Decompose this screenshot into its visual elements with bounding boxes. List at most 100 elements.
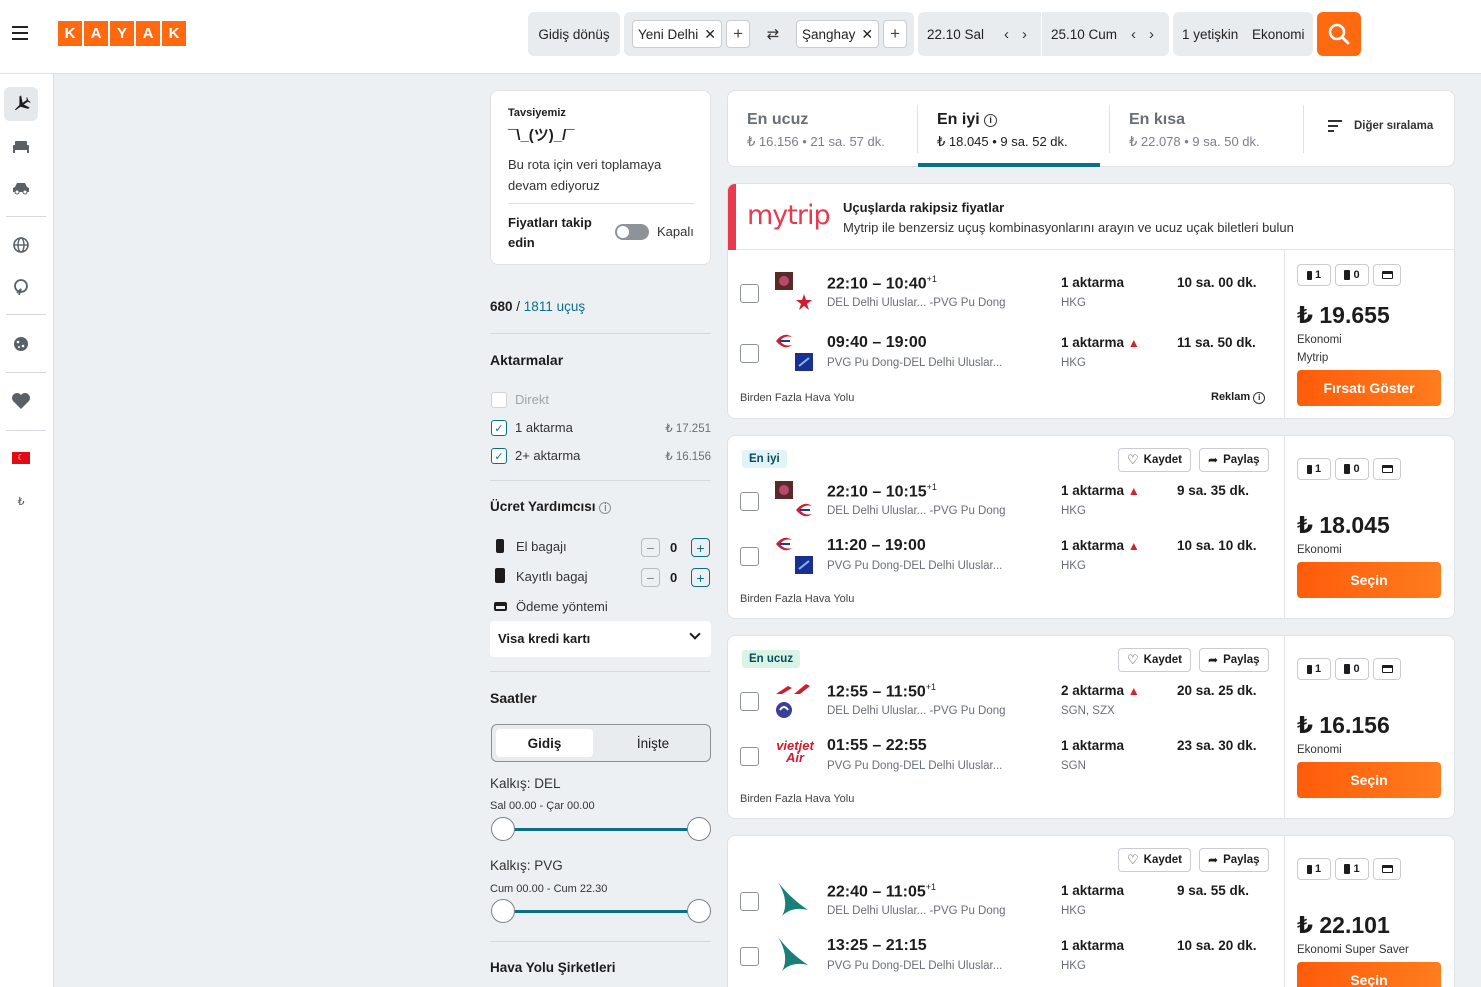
leg-checkbox[interactable]	[740, 692, 759, 711]
travelers-cabin-select[interactable]: 1 yetişkin Ekonomi	[1173, 12, 1313, 56]
remove-origin-icon[interactable]: ✕	[704, 25, 717, 42]
count-separator: /	[512, 299, 524, 314]
destination-chip[interactable]: Şanghay ✕	[796, 20, 880, 48]
depart-prev-icon[interactable]: ‹	[1004, 25, 1009, 43]
tab-departure[interactable]: Gidiş	[496, 729, 593, 757]
globe-icon[interactable]	[4, 228, 38, 262]
carry-on-bag-value: 1	[1314, 663, 1322, 675]
car-icon[interactable]	[4, 171, 38, 205]
share-label: Paylaş	[1223, 654, 1260, 666]
leg-checkbox[interactable]	[740, 892, 759, 911]
checked-bag-count: 1	[1335, 858, 1369, 880]
cookie-icon[interactable]	[4, 327, 38, 361]
return-next-icon[interactable]: ›	[1149, 25, 1154, 43]
checked-bag-icon	[1344, 270, 1351, 280]
leg-checkbox[interactable]	[740, 547, 759, 566]
total-count-link[interactable]: 1811 uçuş	[523, 299, 586, 314]
hotel-icon[interactable]	[4, 129, 38, 163]
tab-cheapest[interactable]: En ucuz ₺ 16.156 • 21 sa. 57 dk.	[728, 91, 918, 166]
ad-banner-accent	[728, 184, 736, 250]
tab-arrival[interactable]: İnişte	[636, 735, 670, 751]
vietjet-logo: vietjet Air	[776, 738, 814, 765]
stops-direct-checkbox[interactable]	[491, 392, 507, 408]
departure-del-slider-track	[503, 828, 699, 831]
leg-duration: 10 sa. 20 dk.	[1177, 938, 1257, 953]
leg-duration: 20 sa. 25 dk.	[1177, 683, 1257, 698]
card-fee-icon	[1373, 458, 1401, 480]
add-origin-button[interactable]: +	[726, 20, 751, 48]
price-track-toggle[interactable]	[615, 224, 649, 240]
ad-banner[interactable]: mytrip Uçuşlarda rakipsiz fiyatlar Mytri…	[728, 184, 1454, 250]
depart-next-icon[interactable]: ›	[1022, 25, 1027, 43]
carry-on-bag-icon	[1306, 864, 1312, 874]
rail-divider	[6, 216, 46, 217]
currency-icon[interactable]: ₺	[17, 495, 25, 508]
other-sort-button[interactable]: Diğer sıralama	[1328, 120, 1433, 132]
depart-date[interactable]: 22.10 Sal	[927, 26, 985, 42]
select-button[interactable]: Seçin	[1297, 762, 1441, 798]
payment-method-select[interactable]: Visa kredi kartı	[490, 621, 711, 657]
share-button[interactable]: ➦ Paylaş	[1199, 848, 1269, 872]
share-icon: ➦	[1208, 653, 1219, 667]
leg-checkbox[interactable]	[740, 747, 759, 766]
cabin-class: Ekonomi	[1297, 334, 1342, 346]
departure-pvg-min-handle[interactable]	[491, 899, 515, 923]
add-destination-button[interactable]: +	[883, 20, 908, 48]
info-icon[interactable]: i	[1253, 392, 1266, 404]
stops-two-checkbox[interactable]: ✓	[491, 448, 507, 464]
return-date[interactable]: 25.10 Cum	[1051, 26, 1118, 42]
leg-checkbox[interactable]	[740, 947, 759, 966]
departure-pvg-max-handle[interactable]	[687, 899, 711, 923]
leg-checkbox[interactable]	[740, 284, 759, 303]
deal-button[interactable]: Fırsatı Göster	[1297, 370, 1441, 406]
times-filter-title: Saatler	[490, 690, 537, 706]
swap-icon[interactable]: ⇄	[766, 26, 780, 43]
carry-on-bag-count: 1	[1297, 658, 1331, 680]
heart-outline-icon: ♡	[1127, 452, 1139, 467]
leg-time-text: 12:55 – 11:50	[827, 683, 926, 701]
tab-shortest-title: En kısa	[1129, 111, 1186, 128]
leg-duration: 10 sa. 00 dk.	[1177, 275, 1257, 290]
checked-bag-minus-button[interactable]: −	[641, 568, 660, 587]
stops-one-checkbox[interactable]: ✓	[491, 420, 507, 436]
info-icon[interactable]: i	[984, 114, 998, 127]
remove-destination-icon[interactable]: ✕	[861, 25, 874, 42]
shown-count: 680	[490, 299, 513, 314]
tab-cheapest-title: En ucuz	[747, 111, 809, 128]
departure-del-max-handle[interactable]	[687, 817, 711, 841]
trip-type-select[interactable]: Gidiş dönüş	[528, 12, 620, 56]
tab-shortest[interactable]: En kısa ₺ 22.078 • 9 sa. 50 dk.	[1110, 91, 1300, 166]
card-fee-icon	[1373, 858, 1401, 880]
leg-route: DEL Delhi Uluslar... -PVG Pu Dong	[827, 705, 1006, 717]
menu-icon[interactable]	[12, 26, 28, 40]
leg-checkbox[interactable]	[740, 492, 759, 511]
kayak-logo[interactable]: K A Y A K	[58, 21, 186, 46]
search-button[interactable]	[1317, 12, 1361, 56]
origin-chip[interactable]: Yeni Delhi ✕	[632, 20, 723, 48]
carry-on-minus-button[interactable]: −	[641, 538, 660, 557]
save-button[interactable]: ♡ Kaydet	[1118, 448, 1192, 472]
share-button[interactable]: ➦ Paylaş	[1199, 648, 1269, 672]
leg-time-text: 22:40 – 11:05	[827, 883, 926, 901]
leg-stops: 1 aktarma ▲	[1061, 335, 1140, 350]
price: ₺ 19.655	[1297, 302, 1390, 328]
plane-icon[interactable]	[4, 87, 38, 121]
leg-time-text: 22:10 – 10:40	[827, 275, 927, 293]
save-button[interactable]: ♡ Kaydet	[1118, 848, 1192, 872]
departure-del-min-handle[interactable]	[491, 817, 515, 841]
leg-checkbox[interactable]	[740, 344, 759, 363]
carry-on-plus-button[interactable]: +	[691, 538, 710, 557]
info-icon[interactable]: i	[599, 502, 612, 514]
heart-icon[interactable]	[4, 384, 38, 418]
recommend-text: Bu rota için veri toplamaya devam ediyor…	[508, 157, 662, 193]
select-button[interactable]: Seçin	[1297, 562, 1441, 598]
flag-tr-icon[interactable]: ☾	[4, 441, 38, 475]
return-prev-icon[interactable]: ‹	[1131, 25, 1136, 43]
origin-label: Yeni Delhi	[638, 26, 699, 42]
select-button[interactable]: Seçin	[1297, 962, 1441, 987]
share-button[interactable]: ➦ Paylaş	[1199, 448, 1269, 472]
trips-icon[interactable]	[4, 270, 38, 304]
tab-best[interactable]: En iyi i ₺ 18.045 • 9 sa. 52 dk.	[918, 91, 1100, 167]
save-button[interactable]: ♡ Kaydet	[1118, 648, 1192, 672]
checked-bag-plus-button[interactable]: +	[691, 568, 710, 587]
